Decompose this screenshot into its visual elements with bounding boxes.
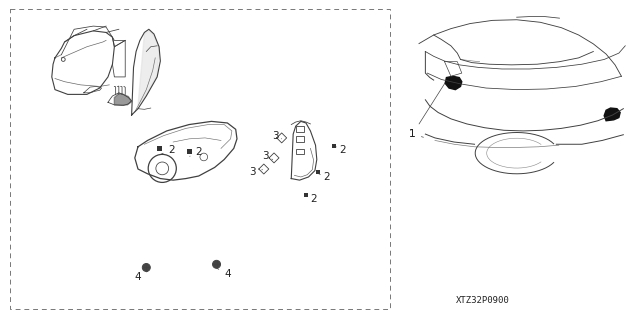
Text: 3: 3	[272, 131, 282, 141]
Bar	[304, 193, 308, 197]
Bar	[187, 149, 192, 154]
Text: 1: 1	[410, 129, 424, 139]
Circle shape	[212, 260, 221, 268]
Text: 2: 2	[305, 194, 317, 204]
Bar	[296, 136, 304, 142]
Bar	[316, 170, 320, 174]
Text: 2: 2	[319, 172, 330, 182]
Polygon shape	[445, 76, 462, 90]
Text: 2: 2	[336, 145, 346, 155]
Bar	[296, 149, 304, 154]
Polygon shape	[115, 93, 132, 105]
Text: 3: 3	[262, 151, 273, 161]
Text: 2: 2	[189, 146, 202, 157]
Text: 1: 1	[410, 83, 445, 139]
Text: 4: 4	[216, 268, 230, 279]
Bar	[296, 126, 304, 132]
Text: 4: 4	[134, 271, 148, 282]
Text: XTZ32P0900: XTZ32P0900	[456, 296, 509, 305]
Text: 2: 2	[162, 145, 175, 155]
Polygon shape	[604, 108, 620, 121]
Bar	[332, 144, 336, 148]
Text: 3: 3	[250, 167, 262, 177]
Bar	[157, 146, 162, 151]
Polygon shape	[138, 31, 159, 106]
Bar	[10, 9, 390, 309]
Circle shape	[142, 263, 150, 271]
